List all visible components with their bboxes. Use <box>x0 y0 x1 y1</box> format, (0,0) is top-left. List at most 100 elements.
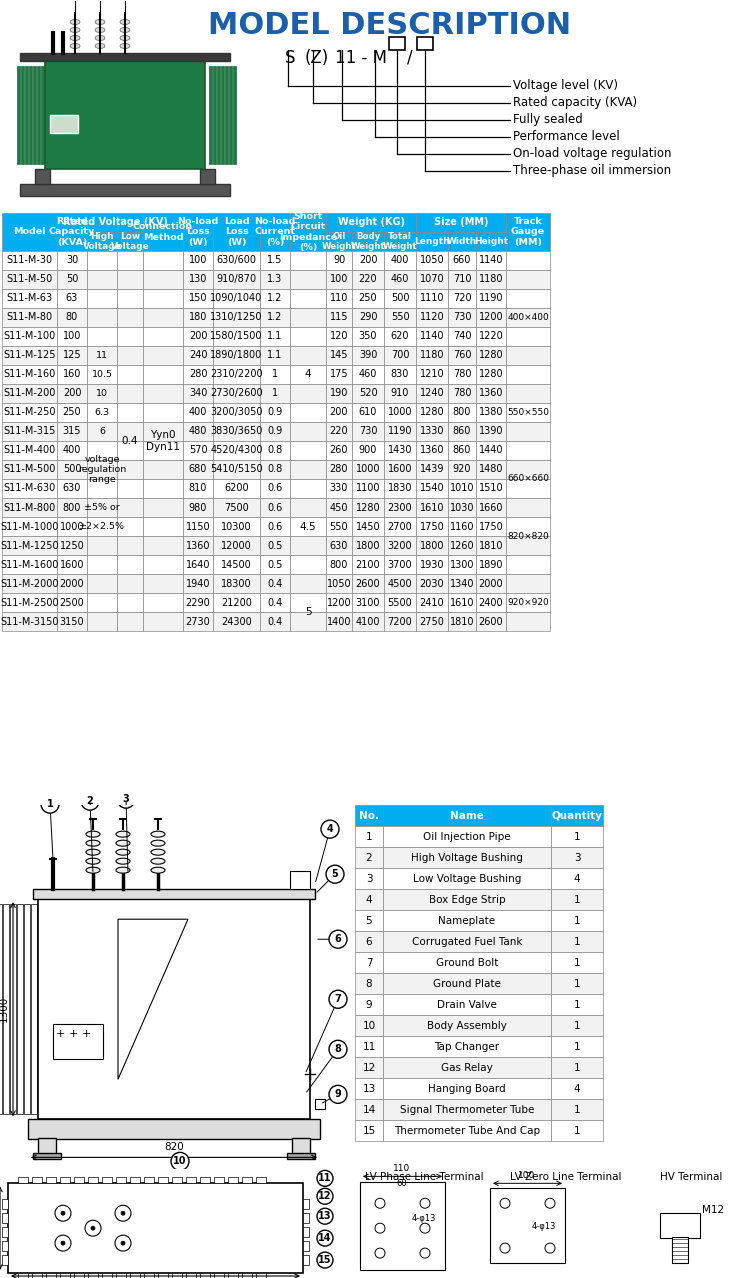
Text: 11: 11 <box>318 1173 332 1183</box>
Bar <box>383 805 551 826</box>
Text: 550×550: 550×550 <box>507 408 549 417</box>
Bar <box>260 346 290 366</box>
Text: 1110: 1110 <box>420 294 444 303</box>
Text: 710: 710 <box>453 275 471 285</box>
Text: Track
Gauge
(MM): Track Gauge (MM) <box>511 217 545 247</box>
Text: 550: 550 <box>391 312 410 322</box>
Text: S11-M-125: S11-M-125 <box>3 350 55 360</box>
Text: 21200: 21200 <box>221 598 252 607</box>
Text: Load
Loss
(W): Load Loss (W) <box>224 217 249 247</box>
Text: 1050: 1050 <box>327 579 351 589</box>
Bar <box>256 1273 266 1278</box>
Text: ±5% or: ±5% or <box>84 504 120 512</box>
Bar <box>506 366 550 383</box>
Bar <box>551 868 603 889</box>
Bar <box>143 441 183 460</box>
Bar <box>213 308 260 327</box>
Circle shape <box>317 1252 333 1268</box>
Bar <box>448 366 476 383</box>
Bar <box>326 422 352 441</box>
Bar <box>551 1079 603 1099</box>
Text: 2: 2 <box>86 796 93 806</box>
Text: 6.3: 6.3 <box>94 408 110 417</box>
Text: 125: 125 <box>63 350 81 360</box>
Text: 1: 1 <box>574 916 580 925</box>
Bar <box>183 366 213 383</box>
Bar <box>360 1182 445 1270</box>
Bar <box>158 1177 168 1183</box>
Bar <box>352 383 384 403</box>
Bar <box>225 66 228 164</box>
Text: 1610: 1610 <box>420 502 444 512</box>
Bar <box>50 115 78 133</box>
Text: 1300: 1300 <box>450 560 474 570</box>
Bar <box>260 308 290 327</box>
Bar <box>260 535 290 555</box>
Circle shape <box>420 1199 430 1208</box>
Text: Body Assembly: Body Assembly <box>427 1021 507 1031</box>
Text: 6: 6 <box>334 934 341 944</box>
Circle shape <box>55 1205 71 1222</box>
Bar <box>352 366 384 383</box>
Text: 1750: 1750 <box>478 521 503 532</box>
Bar <box>260 498 290 518</box>
Bar <box>448 403 476 422</box>
Text: 4-φ13: 4-φ13 <box>532 1222 556 1231</box>
Bar <box>326 327 352 346</box>
Bar <box>506 498 550 518</box>
Text: 150: 150 <box>189 294 207 303</box>
Bar <box>200 1177 210 1183</box>
Bar <box>2 593 57 612</box>
Bar <box>416 593 448 612</box>
Bar <box>476 250 506 270</box>
Text: 280: 280 <box>330 464 348 474</box>
Text: 1.2: 1.2 <box>267 294 283 303</box>
Bar <box>384 460 416 479</box>
Bar <box>20 184 230 196</box>
Bar <box>290 498 326 518</box>
Ellipse shape <box>120 28 130 32</box>
Text: 7: 7 <box>366 957 372 967</box>
Bar <box>2 460 57 479</box>
Text: 1: 1 <box>574 1126 580 1136</box>
Bar <box>88 1177 98 1183</box>
Text: 1480: 1480 <box>478 464 503 474</box>
Text: LV Phase Line Terminal: LV Phase Line Terminal <box>365 1172 484 1182</box>
Ellipse shape <box>70 36 80 41</box>
Text: +: + <box>56 1029 64 1039</box>
Bar <box>214 1177 224 1183</box>
Text: 1050: 1050 <box>420 256 444 266</box>
Bar <box>506 327 550 346</box>
Text: 0.4: 0.4 <box>267 616 283 626</box>
Bar <box>57 612 87 631</box>
Text: S11-M-2500: S11-M-2500 <box>0 598 58 607</box>
Bar <box>551 952 603 974</box>
Bar <box>87 383 117 403</box>
Bar <box>448 460 476 479</box>
Circle shape <box>420 1249 430 1258</box>
Bar <box>355 1036 383 1057</box>
Bar <box>290 479 326 498</box>
Text: Size (MM): Size (MM) <box>433 217 488 227</box>
Text: 550: 550 <box>330 521 348 532</box>
Circle shape <box>500 1243 510 1254</box>
Ellipse shape <box>95 36 105 41</box>
Text: 0.9: 0.9 <box>267 408 283 418</box>
Text: 4: 4 <box>574 874 580 883</box>
Circle shape <box>329 1040 347 1058</box>
Bar <box>355 868 383 889</box>
Bar <box>476 479 506 498</box>
Bar <box>41 66 44 164</box>
Text: 11: 11 <box>362 1042 376 1052</box>
Bar <box>506 308 550 327</box>
Text: 2500: 2500 <box>60 598 84 607</box>
Bar <box>303 1213 309 1223</box>
Bar <box>384 366 416 383</box>
Bar <box>660 1213 700 1238</box>
Text: Body
Weight: Body Weight <box>351 231 386 250</box>
Bar <box>506 518 550 535</box>
Text: Rated capacity (KVA): Rated capacity (KVA) <box>513 96 637 110</box>
Text: 5: 5 <box>304 607 311 617</box>
Bar <box>416 441 448 460</box>
Bar <box>326 366 352 383</box>
